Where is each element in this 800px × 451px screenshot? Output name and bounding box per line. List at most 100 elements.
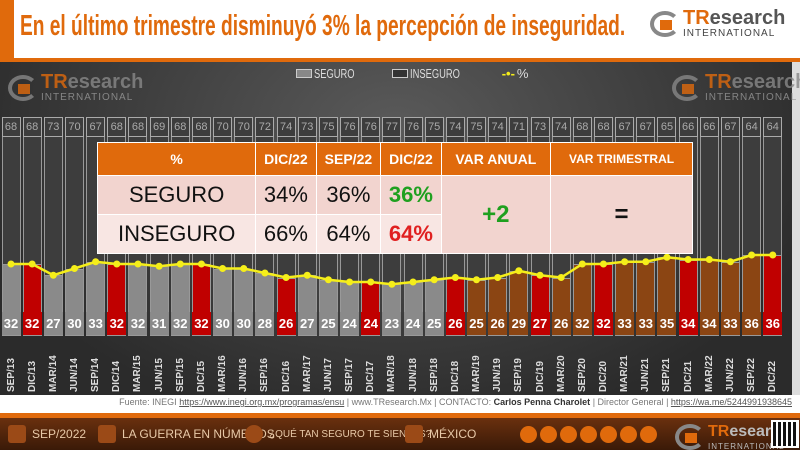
seguro-label: 32	[107, 312, 127, 335]
legend-swatch	[296, 69, 312, 78]
seguro-label: 32	[593, 312, 613, 335]
row-label: SEGURO	[96, 175, 257, 215]
legend-inseguro: INSEGURO	[392, 66, 479, 81]
seguro-label: 30	[213, 312, 233, 335]
legend-label: %	[516, 66, 529, 81]
seguro-label: 29	[509, 312, 529, 335]
seguro-label: 35	[657, 312, 677, 335]
whatsapp-link[interactable]: https://wa.me/5244991938645	[670, 397, 792, 407]
line-point	[536, 271, 544, 279]
footer-item[interactable]: LA GUERRA EN NÚMEROS	[98, 425, 275, 443]
line-point	[642, 258, 650, 266]
cell: 36%	[380, 175, 442, 215]
var-trimestral: =	[550, 175, 693, 254]
inseguro-label: 68	[572, 117, 592, 137]
line-point	[70, 265, 78, 272]
seguro-label: 26	[445, 312, 465, 335]
line-point	[367, 278, 375, 286]
cell: 36%	[315, 175, 382, 215]
inseguro-label: 67	[636, 117, 656, 137]
seguro-label: 24	[403, 312, 423, 335]
line-point	[176, 260, 184, 268]
line-point	[113, 260, 121, 268]
seguro-label: 24	[340, 312, 360, 335]
inseguro-label: 69	[149, 117, 169, 137]
table-row: INSEGURO 66% 64% 64%	[96, 214, 693, 254]
legend-swatch	[392, 69, 409, 78]
email-icon[interactable]	[560, 425, 577, 443]
inseguro-label: 73	[297, 117, 317, 137]
inseguro-label: 72	[255, 117, 275, 137]
seguro-label: 23	[382, 312, 402, 335]
footer-item[interactable]: ¿QUÉ TAN SEGURO TE SIENTES?	[245, 425, 431, 443]
twitter-icon[interactable]	[580, 425, 597, 443]
line-point	[92, 258, 100, 266]
inseguro-label: 65	[657, 117, 677, 137]
inseguro-label: 73	[530, 117, 550, 137]
line-point	[515, 267, 523, 275]
line-point	[451, 274, 459, 281]
linkedin-icon[interactable]	[620, 425, 637, 443]
line-point	[388, 280, 396, 288]
footer-item-text: ¿QUÉ TAN SEGURO TE SIENTES?	[269, 428, 432, 440]
inseguro-label: 74	[488, 117, 508, 137]
qr-code[interactable]	[771, 420, 799, 448]
table-header: SEP/22	[315, 142, 382, 176]
header: En el último trimestre disminuyó 3% la p…	[0, 0, 800, 58]
logo-icon	[672, 74, 702, 101]
line-point	[663, 253, 671, 261]
table-header: %	[96, 142, 257, 176]
line-point	[197, 260, 205, 268]
globe-icon[interactable]	[520, 425, 537, 443]
seguro-label: 27	[530, 312, 550, 335]
line-point	[769, 251, 777, 259]
seguro-label: 33	[636, 312, 656, 335]
inseguro-label: 67	[86, 117, 106, 137]
inseguro-label: 74	[551, 117, 571, 137]
watermark-logo-right: TResearch INTERNATIONAL	[672, 72, 800, 103]
inseguro-label: 67	[615, 117, 635, 137]
line-point	[282, 274, 290, 281]
seguro-label: 25	[424, 312, 444, 335]
inseguro-label: 75	[467, 117, 487, 137]
facebook-icon[interactable]	[600, 425, 617, 443]
seguro-label: 32	[1, 312, 21, 335]
line-point	[578, 260, 586, 268]
seguro-label: 27	[43, 312, 63, 335]
social-icons	[520, 425, 660, 443]
row-label: INSEGURO	[96, 214, 257, 254]
legend-label: SEGURO	[314, 66, 355, 81]
inseguro-label: 66	[699, 117, 719, 137]
seguro-label: 30	[64, 312, 84, 335]
seguro-label: 30	[234, 312, 254, 335]
footer-date-text: SEP/2022	[32, 427, 87, 441]
source-org: INEGI	[152, 397, 177, 407]
cell: 66%	[255, 214, 317, 254]
inseguro-label: 73	[43, 117, 63, 137]
document-icon	[98, 425, 116, 443]
seguro-label: 32	[572, 312, 592, 335]
seguro-label: 26	[276, 312, 296, 335]
site-link[interactable]: www.TResearch.Mx	[351, 397, 432, 407]
seguro-label: 26	[551, 312, 571, 335]
seguro-label: 31	[149, 312, 169, 335]
footer-logo: TResearch INTERNATIONAL	[675, 422, 790, 451]
line-point	[134, 260, 142, 268]
source-label: Fuente:	[119, 397, 150, 407]
footer-date: SEP/2022	[8, 425, 86, 443]
source-link[interactable]: https://www.inegi.org.mx/programas/ensu	[179, 397, 345, 407]
line-point	[7, 260, 15, 268]
youtube-icon[interactable]	[640, 425, 657, 443]
whatsapp-icon[interactable]	[540, 425, 557, 443]
footer-item-text: LA GUERRA EN NÚMEROS	[122, 427, 275, 441]
seguro-label: 24	[361, 312, 381, 335]
line-point	[240, 265, 248, 272]
inseguro-label: 68	[593, 117, 613, 137]
inseguro-label: 68	[128, 117, 148, 137]
inseguro-label: 76	[403, 117, 423, 137]
inseguro-label: 68	[22, 117, 42, 137]
inseguro-label: 66	[678, 117, 698, 137]
inseguro-label: 68	[107, 117, 127, 137]
seguro-label: 26	[488, 312, 508, 335]
footer-item[interactable]: MÉXICO	[405, 425, 476, 443]
